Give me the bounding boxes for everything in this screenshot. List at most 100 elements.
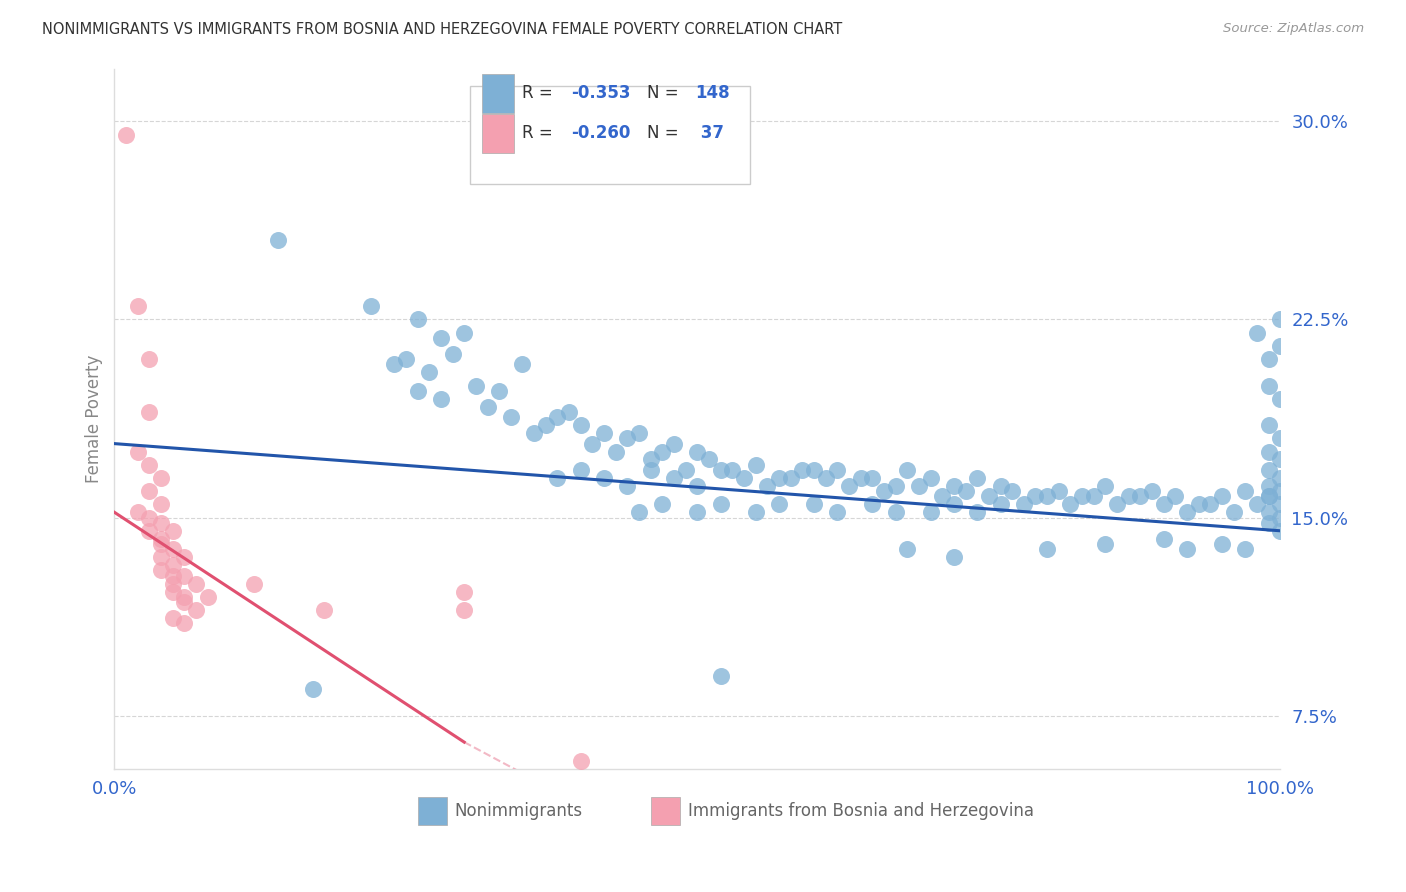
- Point: [173, 590, 195, 604]
- Point: [803, 497, 825, 511]
- Point: [860, 497, 883, 511]
- Point: [406, 384, 429, 398]
- Point: [884, 505, 907, 519]
- Point: [686, 505, 709, 519]
- Point: [395, 352, 418, 367]
- Point: [512, 357, 534, 371]
- Point: [1270, 484, 1292, 499]
- Point: [162, 524, 184, 538]
- Point: [1257, 444, 1279, 458]
- Point: [477, 400, 499, 414]
- Y-axis label: Female Poverty: Female Poverty: [86, 354, 103, 483]
- Point: [827, 463, 849, 477]
- Point: [838, 479, 860, 493]
- Point: [628, 425, 651, 440]
- Text: R =: R =: [523, 124, 558, 142]
- Point: [1270, 431, 1292, 445]
- Point: [546, 410, 568, 425]
- Text: R =: R =: [523, 85, 558, 103]
- Point: [184, 576, 207, 591]
- Point: [1175, 542, 1198, 557]
- Point: [173, 568, 195, 582]
- Point: [138, 405, 160, 419]
- Point: [1012, 497, 1035, 511]
- Point: [1257, 378, 1279, 392]
- Point: [162, 542, 184, 557]
- Point: [768, 497, 790, 511]
- Point: [1270, 471, 1292, 485]
- Point: [1270, 312, 1292, 326]
- Point: [441, 347, 464, 361]
- Point: [966, 505, 988, 519]
- Point: [896, 463, 918, 477]
- Point: [814, 471, 837, 485]
- Point: [640, 452, 662, 467]
- Text: Source: ZipAtlas.com: Source: ZipAtlas.com: [1223, 22, 1364, 36]
- Point: [931, 490, 953, 504]
- Point: [966, 471, 988, 485]
- Point: [150, 563, 173, 577]
- Point: [942, 479, 965, 493]
- Point: [138, 352, 160, 367]
- Point: [162, 584, 184, 599]
- Point: [127, 505, 149, 519]
- Text: Nonimmigrants: Nonimmigrants: [456, 802, 583, 820]
- Point: [1257, 490, 1279, 504]
- Point: [942, 550, 965, 565]
- Point: [908, 479, 931, 493]
- Text: 148: 148: [695, 85, 730, 103]
- Point: [301, 682, 323, 697]
- Point: [1118, 490, 1140, 504]
- Point: [138, 524, 160, 538]
- Point: [990, 497, 1012, 511]
- Point: [651, 444, 673, 458]
- Point: [710, 497, 733, 511]
- Point: [1270, 524, 1292, 538]
- Point: [430, 392, 453, 406]
- Point: [138, 458, 160, 472]
- Point: [662, 436, 685, 450]
- Point: [360, 299, 382, 313]
- Point: [453, 584, 475, 599]
- Text: -0.353: -0.353: [571, 85, 631, 103]
- Bar: [482, 74, 515, 112]
- Point: [1257, 352, 1279, 367]
- Point: [896, 542, 918, 557]
- Point: [418, 365, 440, 379]
- Point: [1094, 479, 1116, 493]
- Bar: [418, 797, 447, 824]
- Point: [1036, 490, 1059, 504]
- Point: [162, 576, 184, 591]
- Point: [849, 471, 872, 485]
- Point: [1234, 542, 1257, 557]
- Point: [1270, 510, 1292, 524]
- Point: [675, 463, 697, 477]
- Point: [558, 405, 581, 419]
- Point: [1164, 490, 1187, 504]
- Point: [710, 669, 733, 683]
- Point: [616, 431, 638, 445]
- Bar: [651, 797, 681, 824]
- Point: [1083, 490, 1105, 504]
- Point: [150, 532, 173, 546]
- Point: [1199, 497, 1222, 511]
- Point: [1094, 537, 1116, 551]
- Point: [138, 510, 160, 524]
- Point: [593, 471, 616, 485]
- Point: [744, 505, 766, 519]
- Point: [138, 484, 160, 499]
- Point: [1222, 505, 1244, 519]
- Point: [1188, 497, 1211, 511]
- Point: [697, 452, 720, 467]
- Point: [1107, 497, 1129, 511]
- Point: [1036, 542, 1059, 557]
- Point: [616, 479, 638, 493]
- Point: [1024, 490, 1046, 504]
- Point: [162, 558, 184, 573]
- Point: [382, 357, 405, 371]
- Point: [1129, 490, 1152, 504]
- Point: [569, 463, 592, 477]
- Text: Immigrants from Bosnia and Herzegovina: Immigrants from Bosnia and Herzegovina: [688, 802, 1033, 820]
- Point: [127, 299, 149, 313]
- Point: [860, 471, 883, 485]
